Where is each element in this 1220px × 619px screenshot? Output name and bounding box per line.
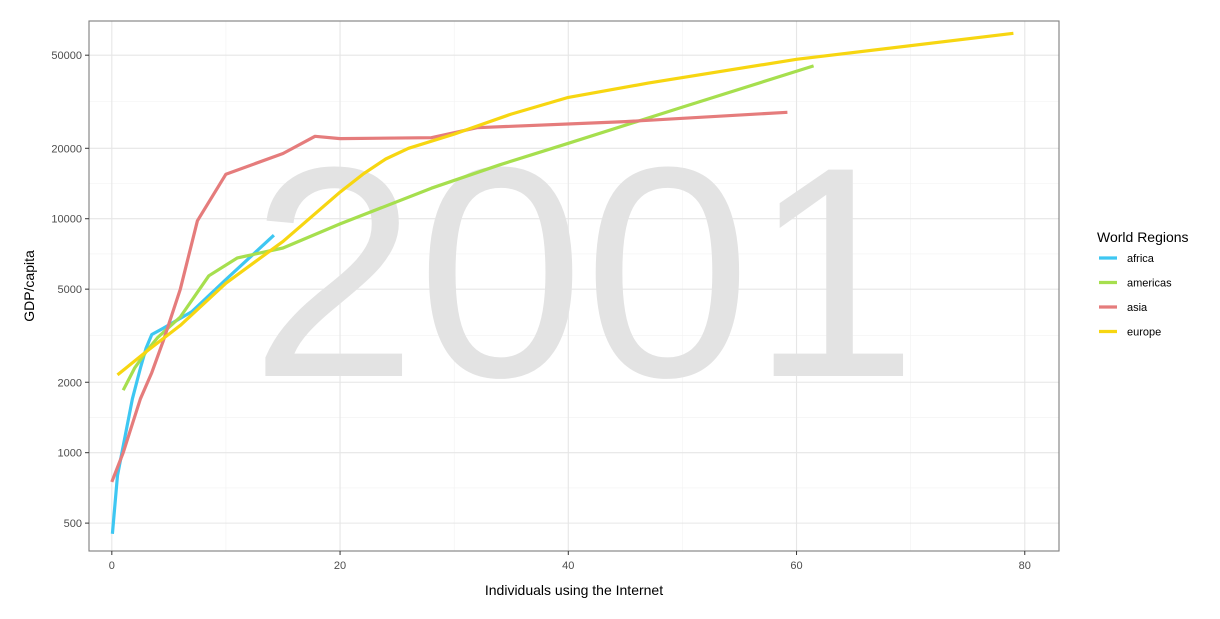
y-tick-label: 5000 [58, 284, 82, 296]
minor-gridlines [89, 21, 1059, 551]
legend-label-asia: asia [1127, 302, 1148, 314]
year-watermark: 2001 [250, 104, 917, 440]
x-tick-label: 80 [1019, 560, 1031, 572]
x-tick-label: 20 [334, 560, 346, 572]
x-tick-label: 60 [790, 560, 802, 572]
y-tick-label: 2000 [58, 377, 82, 389]
y-tick-label: 50000 [51, 50, 82, 62]
x-tick-label: 0 [109, 560, 115, 572]
x-axis-title: Individuals using the Internet [485, 582, 663, 598]
series-lines [110, 31, 1014, 534]
y-tick-label: 20000 [51, 143, 82, 155]
y-axis-title: GDP/capita [21, 250, 37, 322]
y-tick-label: 500 [64, 518, 82, 530]
y-tick-label: 1000 [58, 448, 82, 460]
y-tick-label: 10000 [51, 214, 82, 226]
x-tick-label: 40 [562, 560, 574, 572]
plot-panel-border [88, 20, 1060, 552]
series-line-europe [116, 31, 1014, 377]
legend-label-americas: americas [1127, 278, 1172, 290]
legend-title: World Regions [1097, 229, 1189, 245]
major-gridlines [89, 21, 1059, 551]
series-line-africa [110, 234, 275, 534]
legend-label-europe: europe [1127, 327, 1161, 339]
y-axis-ticks: 500 1000 2000 5000 10000 20000 50000 [51, 50, 89, 530]
legend-label-africa: africa [1127, 253, 1155, 265]
x-axis-ticks: 0 20 40 60 80 [109, 551, 1031, 572]
legend: World Regions africa americas asia europe [1097, 229, 1189, 339]
